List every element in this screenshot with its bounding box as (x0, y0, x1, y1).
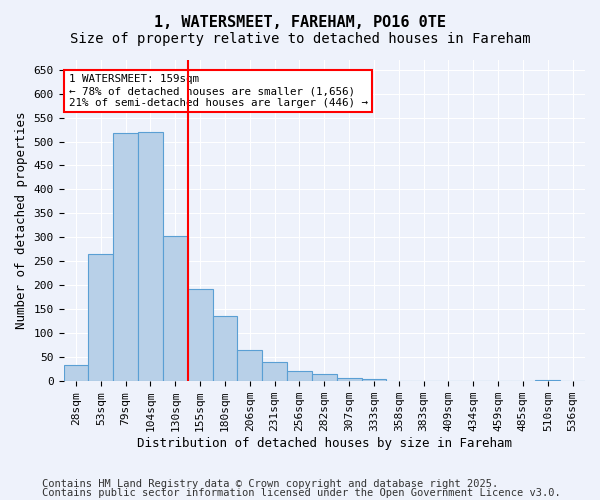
Bar (312, 374, 337, 381)
Bar (287, 370, 312, 381)
Text: Size of property relative to detached houses in Fareham: Size of property relative to detached ho… (70, 32, 530, 46)
Text: 1 WATERSMEET: 159sqm
← 78% of detached houses are smaller (1,656)
21% of semi-de: 1 WATERSMEET: 159sqm ← 78% of detached h… (69, 74, 368, 108)
Bar (88, 254, 113, 381)
Bar (64, 366, 88, 381)
Bar (337, 378, 362, 381)
Bar (262, 362, 287, 381)
Text: Contains HM Land Registry data © Crown copyright and database right 2025.: Contains HM Land Registry data © Crown c… (42, 479, 498, 489)
Bar (362, 380, 386, 381)
Bar (138, 132, 163, 381)
Bar (113, 133, 138, 381)
Bar (212, 316, 238, 381)
Bar (535, 380, 560, 381)
Bar (238, 350, 262, 381)
Text: 1, WATERSMEET, FAREHAM, PO16 0TE: 1, WATERSMEET, FAREHAM, PO16 0TE (154, 15, 446, 30)
Text: Contains public sector information licensed under the Open Government Licence v3: Contains public sector information licen… (42, 488, 561, 498)
Bar (188, 289, 212, 381)
Bar (163, 236, 188, 381)
X-axis label: Distribution of detached houses by size in Fareham: Distribution of detached houses by size … (137, 437, 512, 450)
Y-axis label: Number of detached properties: Number of detached properties (15, 112, 28, 330)
